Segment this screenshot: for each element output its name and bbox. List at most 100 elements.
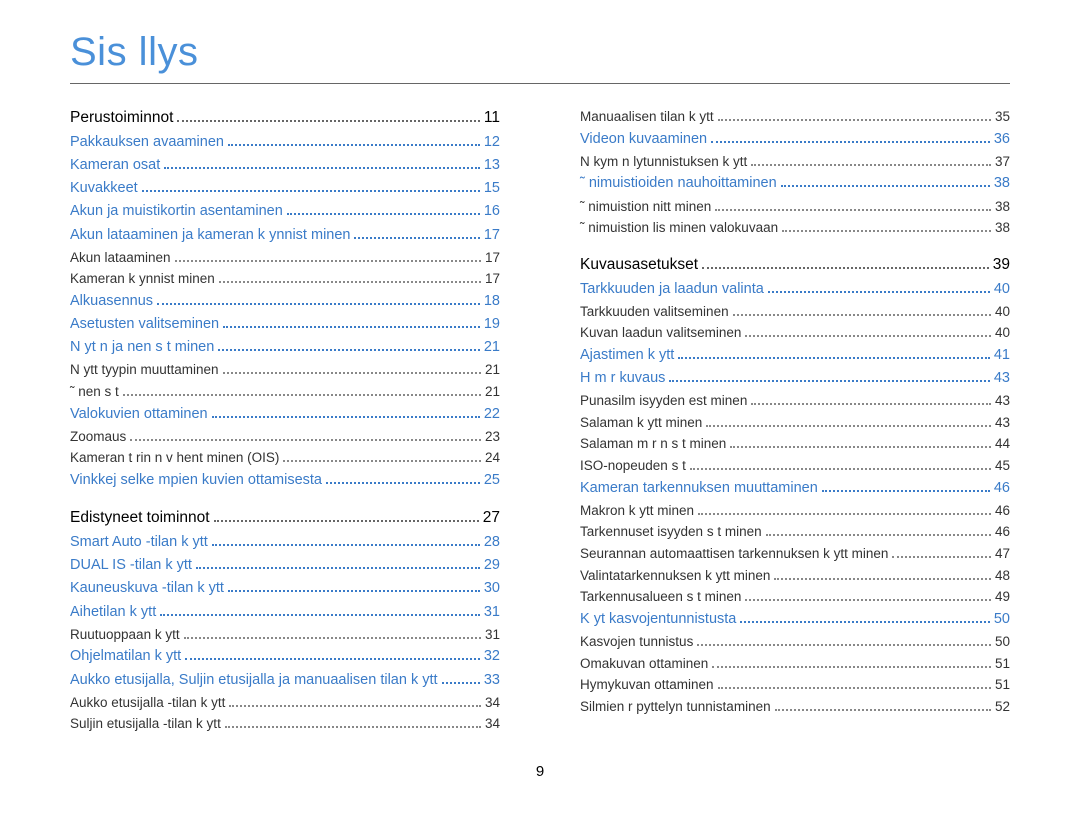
toc-label: DUAL IS -tilan k ytt — [70, 554, 192, 577]
toc-page: 21 — [484, 336, 500, 359]
toc-entry[interactable]: Tarkennusalueen s t minen 49 — [580, 586, 1010, 608]
toc-label: Vinkkej selke mpien kuvien ottamisesta — [70, 469, 322, 492]
toc-label: Kameran t rin n v hent minen (OIS) — [70, 447, 279, 469]
toc-entry[interactable]: DUAL IS -tilan k ytt 29 — [70, 554, 500, 577]
toc-entry[interactable]: Pakkauksen avaaminen 12 — [70, 131, 500, 154]
toc-leader-dots — [283, 460, 481, 462]
toc-label: ˜ nimuistion lis minen valokuvaan — [580, 217, 778, 239]
toc-entry[interactable]: Smart Auto -tilan k ytt 28 — [70, 531, 500, 554]
toc-entry[interactable]: N yt n ja nen s t minen 21 — [70, 336, 500, 359]
toc-label: Tarkennuset isyyden s t minen — [580, 521, 762, 543]
toc-label: Kameran tarkennuksen muuttaminen — [580, 477, 818, 500]
toc-entry[interactable]: Salaman k ytt minen 43 — [580, 412, 1010, 434]
toc-entry[interactable]: Akun lataaminen ja kameran k ynnist mine… — [70, 224, 500, 247]
toc-page: 37 — [995, 151, 1010, 173]
page-number: 9 — [70, 763, 1010, 780]
toc-page: 34 — [485, 713, 500, 735]
toc-entry[interactable]: K yt kasvojentunnistusta 50 — [580, 608, 1010, 631]
toc-page: 48 — [995, 565, 1010, 587]
toc-page: 18 — [484, 290, 500, 313]
toc-entry[interactable]: ˜ nimuistion lis minen valokuvaan 38 — [580, 217, 1010, 239]
toc-label: Videon kuvaaminen — [580, 128, 707, 151]
toc-entry[interactable]: Videon kuvaaminen 36 — [580, 128, 1010, 151]
toc-page: 22 — [484, 403, 500, 426]
toc-label: Kuvakkeet — [70, 177, 138, 200]
toc-entry[interactable]: ISO-nopeuden s t 45 — [580, 455, 1010, 477]
toc-label: Akun lataaminen — [70, 247, 171, 269]
toc-entry[interactable]: Valintatarkennuksen k ytt minen 48 — [580, 565, 1010, 587]
toc-entry[interactable]: Tarkennuset isyyden s t minen 46 — [580, 521, 1010, 543]
toc-label: Akun lataaminen ja kameran k ynnist mine… — [70, 224, 350, 247]
toc-label: Aihetilan k ytt — [70, 601, 156, 624]
toc-entry[interactable]: Alkuasennus 18 — [70, 290, 500, 313]
toc-page: 38 — [995, 196, 1010, 218]
toc-label: Valokuvien ottaminen — [70, 403, 208, 426]
toc-entry[interactable]: Zoomaus 23 — [70, 426, 500, 448]
toc-page: 13 — [484, 154, 500, 177]
toc-page: 46 — [994, 477, 1010, 500]
toc-entry[interactable]: Omakuvan ottaminen 51 — [580, 653, 1010, 675]
toc-label: Punasilm isyyden est minen — [580, 390, 747, 412]
toc-leader-dots — [223, 326, 480, 328]
toc-entry[interactable]: Ohjelmatilan k ytt 32 — [70, 645, 500, 668]
toc-leader-dots — [718, 119, 991, 121]
toc-page: 17 — [485, 247, 500, 269]
toc-entry[interactable]: N ytt tyypin muuttaminen 21 — [70, 359, 500, 381]
toc-entry[interactable]: Manuaalisen tilan k ytt 35 — [580, 106, 1010, 128]
toc-page: 11 — [484, 106, 500, 131]
toc-entry[interactable]: Kasvojen tunnistus 50 — [580, 631, 1010, 653]
toc-leader-dots — [287, 213, 480, 215]
toc-entry[interactable]: Tarkkuuden ja laadun valinta 40 — [580, 278, 1010, 301]
toc-page: 16 — [484, 200, 500, 223]
toc-entry[interactable]: Kameran osat 13 — [70, 154, 500, 177]
toc-entry[interactable]: Asetusten valitseminen 19 — [70, 313, 500, 336]
toc-entry[interactable]: Hymykuvan ottaminen 51 — [580, 674, 1010, 696]
toc-entry[interactable]: Kuvan laadun valitseminen 40 — [580, 322, 1010, 344]
toc-entry[interactable]: Makron k ytt minen 46 — [580, 500, 1010, 522]
toc-entry[interactable]: ˜ nimuistion nitt minen 38 — [580, 196, 1010, 218]
toc-label: Makron k ytt minen — [580, 500, 694, 522]
toc-entry[interactable]: Aukko etusijalla, Suljin etusijalla ja m… — [70, 669, 500, 692]
toc-label: Asetusten valitseminen — [70, 313, 219, 336]
toc-page: 29 — [484, 554, 500, 577]
toc-entry[interactable]: Aukko etusijalla -tilan k ytt 34 — [70, 692, 500, 714]
toc-entry[interactable]: Kameran k ynnist minen 17 — [70, 268, 500, 290]
toc-entry[interactable]: Punasilm isyyden est minen 43 — [580, 390, 1010, 412]
toc-entry[interactable]: ˜ nen s t 21 — [70, 381, 500, 403]
toc-page: 34 — [485, 692, 500, 714]
toc-leader-dots — [690, 468, 991, 470]
toc-leader-dots — [766, 534, 991, 536]
toc-entry[interactable]: N kym n lytunnistuksen k ytt 37 — [580, 151, 1010, 173]
toc-page: 31 — [484, 601, 500, 624]
toc-leader-dots — [711, 141, 990, 143]
toc-entry[interactable]: Vinkkej selke mpien kuvien ottamisesta 2… — [70, 469, 500, 492]
toc-entry[interactable]: Salaman m r n s t minen 44 — [580, 433, 1010, 455]
toc-entry[interactable]: Ajastimen k ytt 41 — [580, 344, 1010, 367]
toc-label: Zoomaus — [70, 426, 126, 448]
toc-label: ˜ nimuistioiden nauhoittaminen — [580, 172, 777, 195]
toc-page: 31 — [485, 624, 500, 646]
toc-entry[interactable]: Aihetilan k ytt 31 — [70, 601, 500, 624]
toc-entry[interactable]: Valokuvien ottaminen 22 — [70, 403, 500, 426]
toc-label: N ytt tyypin muuttaminen — [70, 359, 219, 381]
toc-entry[interactable]: Kuvakkeet 15 — [70, 177, 500, 200]
toc-label: Aukko etusijalla -tilan k ytt — [70, 692, 225, 714]
toc-page: 51 — [995, 674, 1010, 696]
toc-entry[interactable]: Akun ja muistikortin asentaminen 16 — [70, 200, 500, 223]
toc-entry[interactable]: Kameran t rin n v hent minen (OIS) 24 — [70, 447, 500, 469]
toc-entry[interactable]: Silmien r pyttelyn tunnistaminen 52 — [580, 696, 1010, 718]
toc-page: 43 — [995, 390, 1010, 412]
toc-entry[interactable]: Kauneuskuva -tilan k ytt 30 — [70, 577, 500, 600]
toc-label: ˜ nimuistion nitt minen — [580, 196, 711, 218]
toc-entry[interactable]: ˜ nimuistioiden nauhoittaminen 38 — [580, 172, 1010, 195]
toc-page: 19 — [484, 313, 500, 336]
toc-entry[interactable]: Akun lataaminen 17 — [70, 247, 500, 269]
toc-entry[interactable]: Kameran tarkennuksen muuttaminen 46 — [580, 477, 1010, 500]
toc-entry[interactable]: H m r kuvaus 43 — [580, 367, 1010, 390]
toc-entry[interactable]: Suljin etusijalla -tilan k ytt 34 — [70, 713, 500, 735]
toc-entry[interactable]: Seurannan automaattisen tarkennuksen k y… — [580, 543, 1010, 565]
toc-entry[interactable]: Ruutuoppaan k ytt 31 — [70, 624, 500, 646]
toc-entry[interactable]: Tarkkuuden valitseminen 40 — [580, 301, 1010, 323]
toc-page: 32 — [484, 645, 500, 668]
toc-leader-dots — [229, 705, 481, 707]
